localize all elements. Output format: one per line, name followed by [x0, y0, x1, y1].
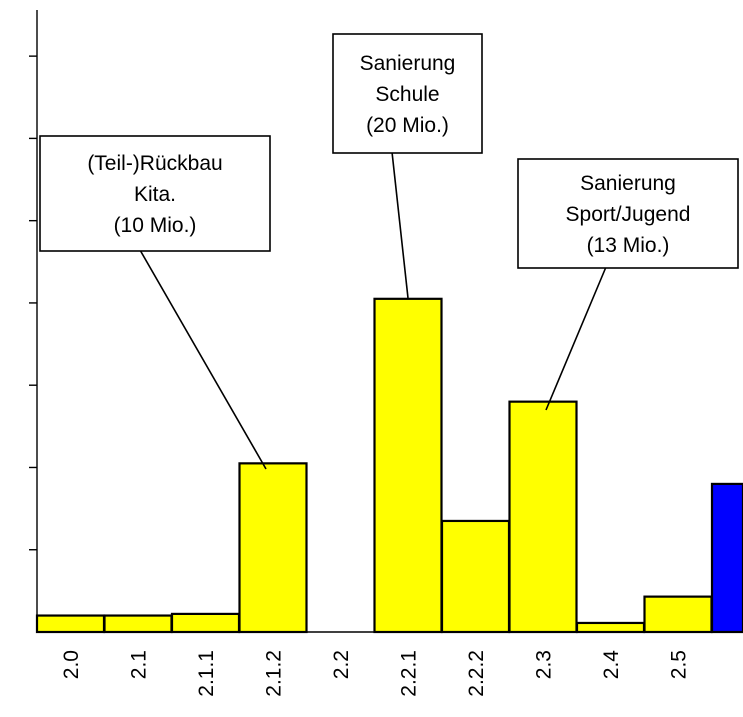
- x-tick-label: 2.4: [600, 650, 623, 680]
- bar-2.1: [103, 614, 173, 634]
- x-tick-label: 2.1: [127, 650, 150, 679]
- callout-text: Sanierung: [580, 172, 676, 195]
- x-tick-label: 2.1.1: [195, 650, 218, 697]
- callout-box: [517, 158, 739, 269]
- x-tick-label: 2.2.2: [465, 650, 488, 697]
- x-tick-label: 2.2.1: [397, 650, 420, 697]
- callout-leader: [545, 266, 607, 411]
- callout-leader: [139, 249, 267, 470]
- bar-2.4: [575, 621, 646, 634]
- callout-text: Schule: [375, 83, 439, 106]
- callout-text: (Teil-)Rückbau: [87, 152, 222, 175]
- x-tick-label: 2.0: [60, 650, 83, 679]
- callout-text: (13 Mio.): [587, 234, 670, 257]
- bar-2.0: [35, 614, 106, 634]
- bars: [35, 297, 743, 634]
- callout-text: Sport/Jugend: [566, 203, 691, 226]
- callout-text: (20 Mio.): [366, 114, 449, 137]
- x-tick-label: 2.3: [532, 650, 555, 679]
- callout-box: [332, 33, 483, 154]
- callout-leaders: [139, 151, 607, 470]
- x-tick-label: 2.1.2: [262, 650, 285, 697]
- callout-text: Sanierung: [360, 52, 456, 75]
- bar-2.2.2: [440, 519, 511, 634]
- callout-box: [39, 135, 271, 252]
- bar-2.2.1: [373, 297, 443, 634]
- bar-2.1.1: [170, 612, 241, 634]
- bar-2.1.2: [238, 462, 308, 634]
- x-tick-label: 2.5: [667, 650, 690, 679]
- callouts: (Teil-)Rückbau Kita. (10 Mio.) Sanierung Sch…: [39, 33, 739, 269]
- callout-text: Kita.: [134, 183, 176, 206]
- bar-2.5: [643, 595, 713, 634]
- x-tick-labels: 2.0 2.1 2.1.1 2.1.2 2.2 2.2.1 2.2.2 2.3 2.4 2.5: [60, 650, 691, 697]
- callout-text: (10 Mio.): [114, 214, 197, 237]
- callout-leader: [391, 151, 409, 299]
- bar-unlabeled: [710, 482, 743, 634]
- bar-2.3: [508, 400, 578, 634]
- x-tick-label: 2.2: [330, 650, 353, 679]
